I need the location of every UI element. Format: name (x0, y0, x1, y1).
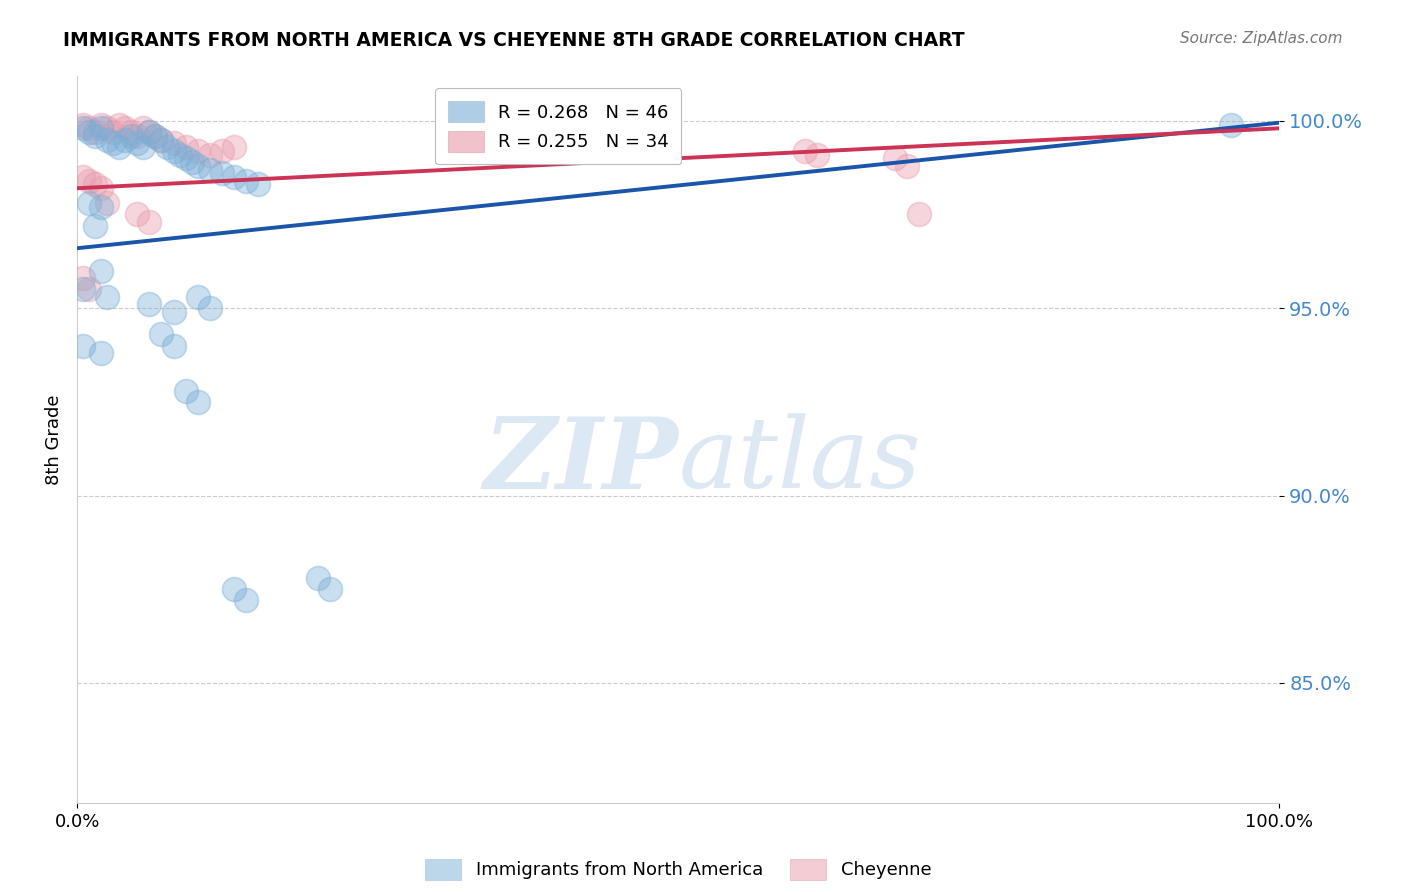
Point (150, 327, 173, 342)
Point (222, 140, 245, 154)
Legend: Immigrants from North America, Cheyenne: Immigrants from North America, Cheyenne (418, 852, 939, 888)
Y-axis label: 8th Grade: 8th Grade (45, 394, 63, 484)
Point (174, 140, 197, 154)
Point (174, 384, 197, 398)
Point (145, 128, 167, 143)
Point (96, 290, 118, 304)
Point (198, 162, 221, 177)
Text: Source: ZipAtlas.com: Source: ZipAtlas.com (1180, 31, 1343, 46)
Point (162, 136, 184, 151)
Point (235, 174, 257, 188)
Point (72, 282, 94, 296)
Point (186, 159, 209, 173)
Point (103, 125, 125, 139)
Point (162, 144, 184, 158)
Point (793, 144, 815, 158)
Point (150, 132, 173, 146)
Point (307, 571, 329, 585)
Point (79, 125, 101, 139)
Point (120, 125, 142, 139)
Point (127, 136, 149, 151)
Point (1220, 118, 1243, 132)
Point (96, 121, 118, 136)
Point (132, 121, 155, 136)
Point (211, 166, 233, 180)
Point (114, 121, 136, 136)
Point (79, 282, 101, 296)
Point (180, 155, 202, 169)
Point (156, 140, 179, 154)
Point (186, 144, 209, 158)
Point (222, 169, 245, 184)
Point (127, 207, 149, 221)
Point (174, 151, 197, 165)
Point (198, 301, 221, 315)
Point (162, 305, 184, 319)
Point (96, 196, 118, 211)
Point (114, 132, 136, 146)
Point (319, 582, 342, 597)
Point (138, 215, 160, 229)
Point (108, 118, 131, 132)
Point (246, 178, 269, 192)
Point (72, 118, 94, 132)
Point (138, 125, 160, 139)
Point (198, 147, 221, 161)
Point (138, 297, 160, 311)
Point (84, 125, 107, 139)
Point (162, 338, 184, 352)
Point (127, 128, 149, 143)
Point (169, 147, 191, 161)
Point (90, 121, 112, 136)
Point (120, 128, 142, 143)
Point (72, 121, 94, 136)
Point (145, 128, 167, 143)
Text: atlas: atlas (679, 414, 921, 508)
Point (150, 132, 173, 146)
Point (132, 140, 155, 154)
Text: IMMIGRANTS FROM NORTH AMERICA VS CHEYENNE 8TH GRADE CORRELATION CHART: IMMIGRANTS FROM NORTH AMERICA VS CHEYENN… (63, 31, 965, 50)
Point (72, 169, 94, 184)
Point (138, 125, 160, 139)
Point (90, 346, 112, 360)
Point (211, 144, 233, 158)
Point (806, 147, 828, 161)
Point (103, 136, 125, 151)
Point (90, 200, 112, 214)
Point (883, 151, 905, 165)
Point (84, 219, 107, 233)
Point (84, 178, 107, 192)
Point (108, 140, 131, 154)
Point (79, 121, 101, 136)
Point (908, 207, 931, 221)
Point (222, 582, 245, 597)
Point (79, 196, 101, 211)
Point (90, 263, 112, 277)
Point (186, 394, 209, 409)
Point (84, 128, 107, 143)
Point (896, 159, 918, 173)
Point (72, 338, 94, 352)
Point (72, 271, 94, 285)
Text: ZIP: ZIP (484, 413, 679, 509)
Point (186, 290, 209, 304)
Point (235, 593, 257, 607)
Point (96, 132, 118, 146)
Point (90, 181, 112, 195)
Point (79, 174, 101, 188)
Point (90, 118, 112, 132)
